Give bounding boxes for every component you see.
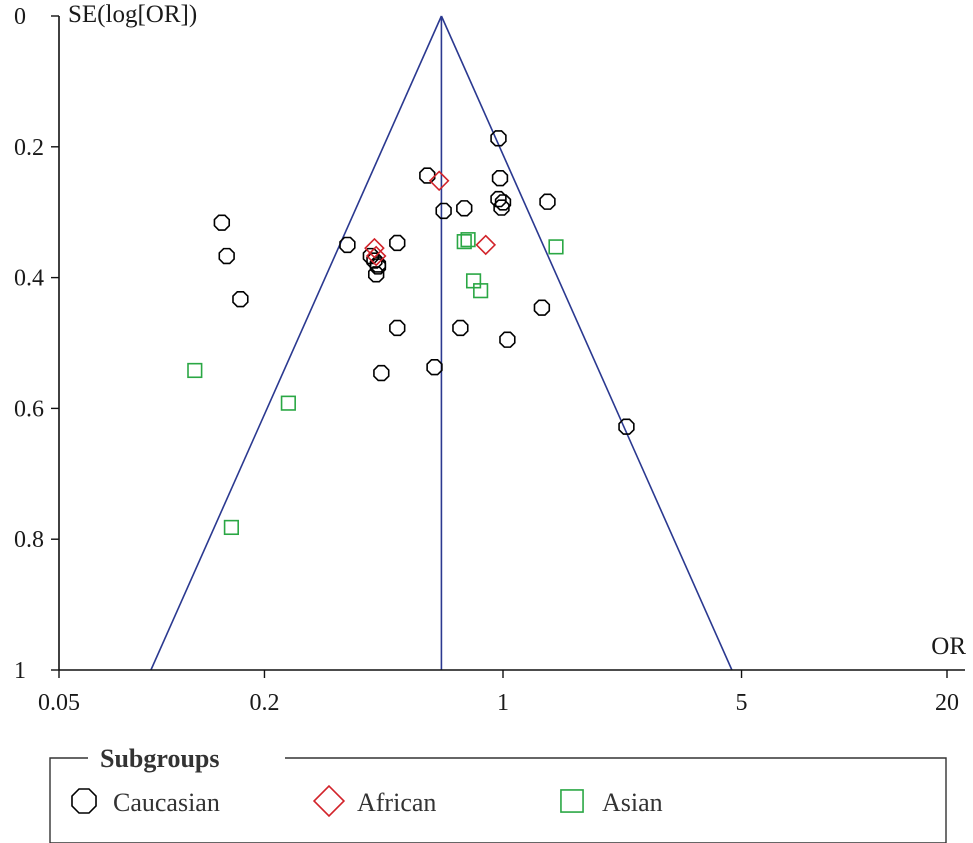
point-caucasian [218, 247, 235, 265]
point-african [475, 234, 497, 256]
legend-item-african: African [312, 784, 436, 818]
point-caucasian [369, 258, 387, 275]
point-asian [280, 395, 296, 411]
point-caucasian [490, 130, 507, 147]
x-tick-label: 0.05 [38, 690, 80, 716]
point-caucasian [435, 202, 452, 220]
point-caucasian [419, 167, 436, 184]
point-african [428, 170, 450, 192]
y-tick-label: 0.2 [14, 135, 44, 161]
y-tick-label: 0.6 [14, 396, 44, 422]
point-african [364, 237, 385, 259]
legend-marker-african [312, 784, 346, 818]
point-caucasian [456, 200, 473, 217]
series-african [364, 170, 497, 267]
point-caucasian [232, 290, 249, 308]
point-african [365, 245, 387, 267]
point-caucasian [426, 359, 443, 376]
point-asian [223, 519, 239, 536]
legend-marker-caucasian [71, 788, 97, 814]
point-caucasian [618, 418, 635, 435]
x-tick-label: 20 [935, 690, 959, 716]
y-tick-label: 0 [14, 4, 26, 30]
point-caucasian [389, 234, 406, 252]
legend-title: Subgroups [100, 744, 220, 773]
data-points [187, 130, 635, 536]
legend-item-asian: Asian [560, 788, 663, 817]
ticks: 0.05 0.2 1 5 20 0 0.2 0.4 0.6 0.8 1 [14, 4, 959, 716]
point-caucasian [452, 319, 469, 337]
axes [58, 16, 965, 671]
point-caucasian [373, 364, 390, 382]
point-caucasian [539, 193, 556, 210]
point-caucasian [494, 194, 512, 211]
x-tick-label: 1 [497, 690, 509, 716]
point-caucasian [499, 331, 516, 348]
legend-label: African [357, 788, 436, 817]
funnel-right-line [440, 15, 733, 671]
series-asian [187, 232, 564, 536]
point-caucasian [339, 236, 356, 254]
x-tick-label: 5 [736, 690, 748, 716]
point-caucasian [362, 247, 380, 265]
y-axis-label: SE(log[OR]) [68, 1, 197, 28]
point-caucasian [389, 319, 406, 337]
legend-item-caucasian: Caucasian [71, 788, 220, 817]
point-caucasian [491, 170, 509, 187]
point-asian [187, 362, 203, 379]
legend-frame [49, 757, 947, 843]
point-asian [460, 232, 476, 248]
legend: Subgroups Caucasian African Asian [49, 744, 947, 843]
point-asian [473, 283, 489, 299]
point-caucasian [367, 266, 385, 283]
point-caucasian [493, 199, 510, 216]
legend-marker-asian [560, 789, 584, 813]
funnel-lines [150, 15, 733, 671]
legend-items: Caucasian African Asian [71, 784, 663, 818]
point-asian [548, 239, 564, 255]
point-caucasian [366, 252, 383, 269]
point-caucasian [533, 299, 551, 316]
series-caucasian [213, 130, 635, 435]
point-asian [456, 234, 472, 250]
y-tick-label: 0.8 [14, 527, 44, 553]
point-caucasian [369, 256, 387, 273]
x-tick-label: 0.2 [249, 690, 279, 716]
legend-label: Caucasian [113, 788, 220, 817]
y-tick-label: 0.4 [14, 266, 44, 292]
y-tick-label: 1 [14, 658, 26, 684]
point-caucasian [490, 190, 507, 208]
legend-label: Asian [602, 788, 663, 817]
point-caucasian [213, 214, 231, 231]
x-axis-label: OR [931, 633, 966, 660]
funnel-left-line [150, 15, 443, 671]
